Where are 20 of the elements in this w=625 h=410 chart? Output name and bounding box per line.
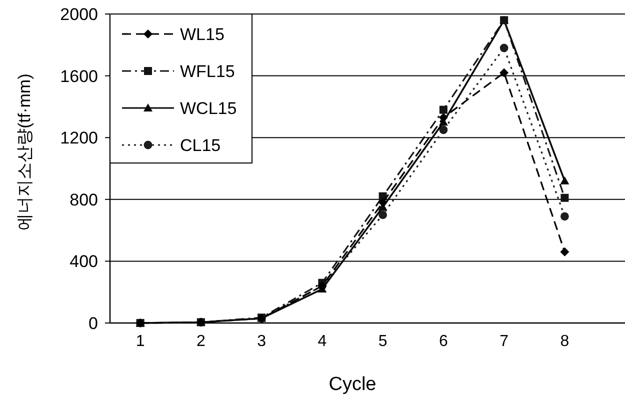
y-tick-label: 1200 [60,128,98,148]
y-tick-label: 400 [70,252,98,272]
x-tick-label: 7 [500,333,509,350]
y-tick-label: 1600 [60,66,98,86]
x-tick-label: 2 [196,333,206,350]
y-tick-label: 0 [88,314,98,333]
y-tick-label: 2000 [60,5,98,24]
x-tick-label: 5 [378,333,388,350]
legend-label: WFL15 [180,62,235,81]
x-tick-label: 6 [438,333,448,350]
legend-label: WCL15 [180,99,237,118]
x-axis-title: Cycle [328,374,376,395]
y-axis-title: 에너지소산량(tf·mm) [15,74,34,230]
x-tick-label: 8 [560,333,570,350]
x-tick-label: 3 [257,333,266,350]
legend-label: CL15 [180,136,221,155]
x-tick-label: 1 [136,333,145,350]
y-tick-label: 800 [70,190,98,210]
x-tick-label: 4 [318,333,327,350]
legend-label: WL15 [180,25,224,44]
